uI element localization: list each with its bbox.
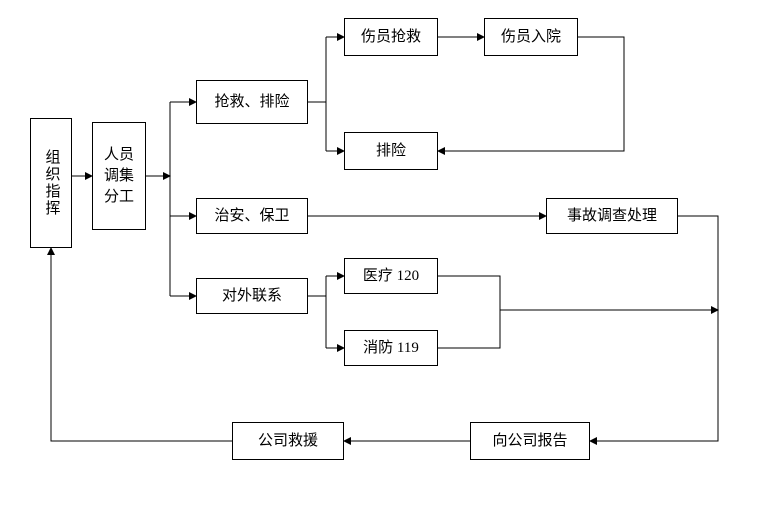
node-n_120: 医疗 120 — [344, 258, 438, 294]
node-n_ext: 对外联系 — [196, 278, 308, 314]
node-label: 排险 — [376, 141, 406, 162]
edge-17 — [438, 276, 500, 310]
node-label: 组织指挥 — [41, 149, 62, 217]
node-n_co: 公司救援 — [232, 422, 344, 460]
node-label: 事故调查处理 — [567, 206, 657, 227]
edge-18 — [438, 310, 500, 348]
node-label: 对外联系 — [222, 286, 282, 307]
node-label: 人员 调集 分工 — [104, 145, 134, 208]
node-label: 抢救、排险 — [214, 92, 289, 113]
node-n_syry: 伤员入院 — [484, 18, 578, 56]
edge-20 — [590, 216, 718, 441]
node-label: 消防 119 — [363, 338, 419, 359]
node-n_px: 排险 — [344, 132, 438, 170]
node-n_report: 向公司报告 — [470, 422, 590, 460]
node-n_119: 消防 119 — [344, 330, 438, 366]
node-label: 医疗 120 — [363, 266, 419, 287]
node-label: 向公司报告 — [492, 431, 567, 452]
node-label: 伤员抢救 — [361, 27, 421, 48]
edge-layer — [0, 0, 760, 505]
node-n_staff: 人员 调集 分工 — [92, 122, 146, 230]
node-n_rescue: 抢救、排险 — [196, 80, 308, 124]
node-n_sec: 治安、保卫 — [196, 198, 308, 234]
node-n_org: 组织指挥 — [30, 118, 72, 248]
node-label: 治安、保卫 — [214, 206, 289, 227]
node-label: 公司救援 — [258, 431, 318, 452]
node-label: 伤员入院 — [501, 27, 561, 48]
edge-22 — [51, 248, 232, 441]
node-n_inv: 事故调查处理 — [546, 198, 678, 234]
node-n_sjqj: 伤员抢救 — [344, 18, 438, 56]
